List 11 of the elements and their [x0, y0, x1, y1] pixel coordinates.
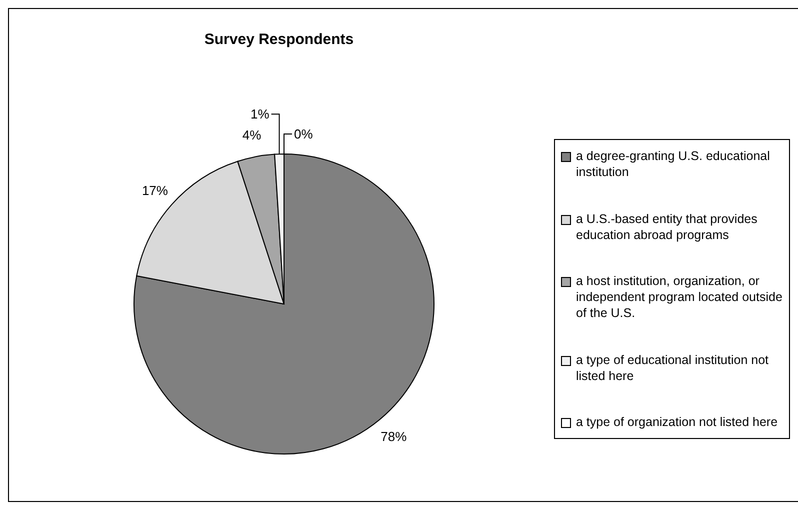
data-label: 17% — [142, 182, 168, 198]
legend-label: a U.S.-based entity that provides education abroad programs — [576, 210, 758, 242]
legend-label: a degree-granting U.S. educational institution — [576, 148, 771, 180]
legend-label: a host institution, organization, or independent program located outside of the U.S. — [576, 273, 783, 321]
data-label: 1% — [250, 106, 270, 122]
chart-title: Survey Respondents — [203, 31, 355, 48]
legend-label: a type of organization not listed here — [576, 414, 778, 430]
data-label: 78% — [380, 429, 408, 444]
legend-label: a type of educational institution not listed here — [576, 352, 770, 384]
data-label: 4% — [242, 128, 262, 143]
text: 0% — [294, 126, 313, 142]
